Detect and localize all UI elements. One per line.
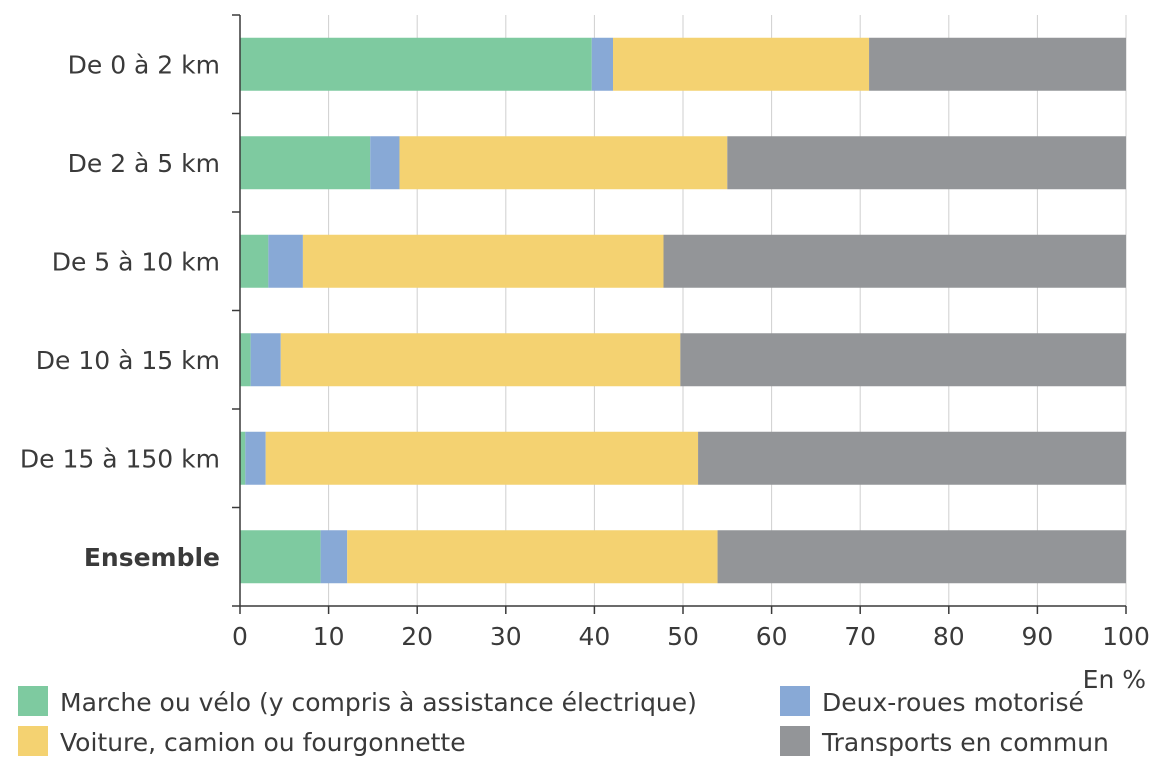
legend-label: Deux-roues motorisé <box>822 688 1084 717</box>
legend-swatch <box>780 726 810 756</box>
bar-segment <box>280 333 681 387</box>
x-axis-unit-label: En % <box>1083 665 1146 694</box>
bar-segment <box>320 530 348 584</box>
legend-swatch <box>18 726 48 756</box>
legend-item: Voiture, camion ou fourgonnette <box>18 726 466 757</box>
grid-lines <box>328 15 1127 606</box>
x-tick-label: 30 <box>490 622 522 651</box>
legend-item: Transports en commun <box>780 726 1109 757</box>
bar-segment <box>240 333 251 387</box>
bar-segment <box>717 530 1126 584</box>
legend: Marche ou vélo (y compris à assistance é… <box>18 686 1109 757</box>
bar-segment <box>399 136 728 190</box>
x-tick-label: 90 <box>1021 622 1053 651</box>
bar-segment <box>680 333 1126 387</box>
bar-segment <box>265 431 699 485</box>
x-tick-label: 100 <box>1102 622 1150 651</box>
category-label: De 15 à 150 km <box>20 444 220 473</box>
bar-segment <box>591 37 614 91</box>
bar-segment <box>268 234 303 288</box>
category-label: De 2 à 5 km <box>68 149 220 178</box>
legend-label: Voiture, camion ou fourgonnette <box>60 728 466 757</box>
category-label: De 5 à 10 km <box>52 247 220 276</box>
bar-segment <box>663 234 1126 288</box>
legend-label: Transports en commun <box>821 728 1109 757</box>
bar-segment <box>245 431 266 485</box>
legend-item: Deux-roues motorisé <box>780 686 1084 717</box>
bar-segment <box>613 37 870 91</box>
bar-segment <box>240 431 246 485</box>
bar-segment <box>240 37 592 91</box>
category-label: De 0 à 2 km <box>68 50 220 79</box>
x-tick-label: 50 <box>667 622 699 651</box>
bar-segment <box>869 37 1126 91</box>
legend-swatch <box>780 686 810 716</box>
x-tick-label: 0 <box>232 622 248 651</box>
bars <box>240 37 1126 584</box>
x-tick-label: 20 <box>401 622 433 651</box>
bar-segment <box>250 333 281 387</box>
category-labels: De 0 à 2 km De 2 à 5 km De 5 à 10 km De 10 … <box>20 50 220 572</box>
x-tick-label: 10 <box>313 622 345 651</box>
legend-item: Marche ou vélo (y compris à assistance é… <box>18 686 697 717</box>
bar-segment <box>302 234 664 288</box>
bar-segment <box>240 136 371 190</box>
bar-segment <box>727 136 1126 190</box>
x-tick-labels: 0 10 20 30 40 50 60 70 80 90 100 <box>232 622 1150 651</box>
category-label: De 10 à 15 km <box>36 346 220 375</box>
category-label: Ensemble <box>84 543 220 572</box>
bar-segment <box>347 530 718 584</box>
bar-segment <box>240 530 321 584</box>
bar-segment <box>698 431 1126 485</box>
bar-segment <box>240 234 269 288</box>
x-tick-label: 80 <box>933 622 965 651</box>
x-tick-label: 60 <box>756 622 788 651</box>
legend-swatch <box>18 686 48 716</box>
axes <box>232 14 1127 614</box>
legend-label: Marche ou vélo (y compris à assistance é… <box>60 688 697 717</box>
bar-segment <box>370 136 400 190</box>
x-tick-label: 40 <box>578 622 610 651</box>
x-tick-label: 70 <box>844 622 876 651</box>
